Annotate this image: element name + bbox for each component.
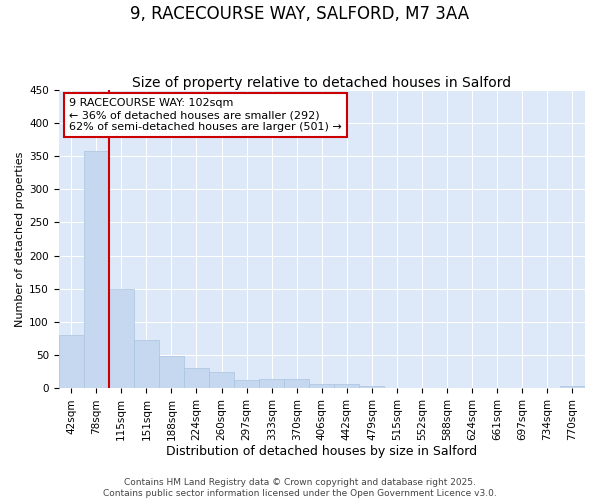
Bar <box>159 356 184 388</box>
Bar <box>134 340 159 388</box>
Text: Contains HM Land Registry data © Crown copyright and database right 2025.
Contai: Contains HM Land Registry data © Crown c… <box>103 478 497 498</box>
Text: 9, RACECOURSE WAY, SALFORD, M7 3AA: 9, RACECOURSE WAY, SALFORD, M7 3AA <box>130 5 470 23</box>
Bar <box>184 368 209 388</box>
Bar <box>359 386 385 388</box>
Bar <box>234 380 259 388</box>
Bar <box>84 150 109 388</box>
Bar <box>284 378 309 388</box>
Text: 9 RACECOURSE WAY: 102sqm
← 36% of detached houses are smaller (292)
62% of semi-: 9 RACECOURSE WAY: 102sqm ← 36% of detach… <box>69 98 342 132</box>
Bar <box>59 336 84 388</box>
Bar <box>109 289 134 388</box>
Bar <box>334 384 359 388</box>
Bar <box>560 386 585 388</box>
Title: Size of property relative to detached houses in Salford: Size of property relative to detached ho… <box>132 76 511 90</box>
Bar <box>259 378 284 388</box>
Y-axis label: Number of detached properties: Number of detached properties <box>15 152 25 326</box>
X-axis label: Distribution of detached houses by size in Salford: Distribution of detached houses by size … <box>166 444 478 458</box>
Bar <box>209 372 234 388</box>
Bar <box>309 384 334 388</box>
